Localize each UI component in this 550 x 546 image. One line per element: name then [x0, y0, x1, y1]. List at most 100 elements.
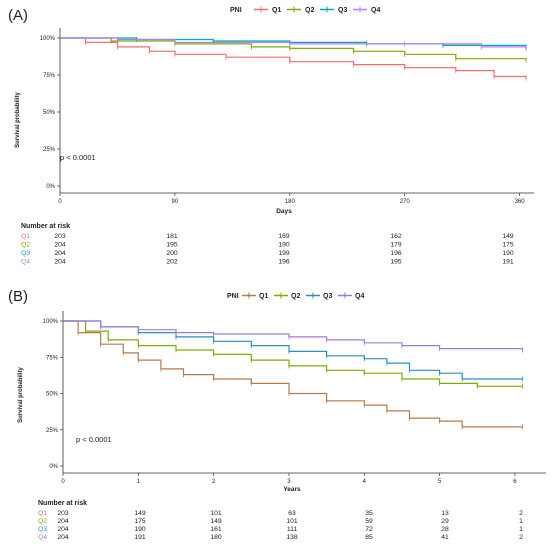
panel-a-risk-cell: 195 [390, 259, 402, 266]
panel-b-risk-cell: 149 [210, 518, 222, 525]
panel-a-risk-cell: 149 [502, 233, 514, 240]
panel-b-curves [63, 320, 524, 430]
panel-a-risk-cell: 175 [502, 242, 514, 249]
panel-b-risk-cell: 101 [210, 510, 222, 517]
panel-a-risk-cell: 199 [278, 250, 290, 257]
legend-item-q3: Q3 [306, 292, 332, 300]
panel-a-y-ticks: 0% 25% 50% 75% 100% [40, 36, 60, 190]
panel-a-risk-cell: 190 [278, 242, 290, 249]
panel-b-risk-cell: 72 [365, 526, 373, 533]
panel-a: (A) PNI Q1 Q2 Q3 Q4 [8, 6, 534, 266]
panel-a-risk-cell: 204 [54, 250, 66, 257]
panel-a-risk-cell: 196 [390, 250, 402, 257]
panel-a-x-ticks: 0 90 180 270 360 [58, 193, 525, 205]
panel-b-risk-cell: 191 [134, 534, 146, 541]
panel-a-x-tick-label: 0 [58, 199, 62, 205]
panel-b-risk-cell: 63 [288, 510, 296, 517]
panel-b-risk-cell: 59 [365, 518, 373, 525]
panel-b-x-axis-title: Years [283, 486, 301, 493]
panel-b-risk-cell: 204 [57, 518, 69, 525]
legend-label-q2: Q2 [305, 7, 314, 14]
panel-a-risk-group-q1: Q1 [21, 233, 30, 240]
panel-b-x-tick-label: 2 [212, 479, 216, 485]
legend-item-q2: Q2 [287, 6, 314, 14]
panel-b-y-ticks: 0% 25% 50% 75% 100% [43, 319, 63, 470]
panel-b-y-tick-label: 75% [46, 355, 59, 361]
panel-a-y-tick-label: 25% [43, 147, 56, 153]
panel-b-risk-cell: 85 [365, 534, 373, 541]
panel-b: (B) PNI Q1 Q2 Q3 Q4 [8, 288, 546, 541]
panel-a-curves [60, 36, 527, 81]
panel-a-risk-cell: 162 [390, 233, 402, 240]
panel-b-legend: PNI Q1 Q2 Q3 Q4 [227, 292, 364, 300]
panel-a-p-value: p < 0.0001 [60, 153, 96, 162]
panel-b-risk-cell: 41 [441, 534, 449, 541]
panel-a-y-tick-label: 0% [46, 184, 55, 190]
panel-b-x-tick-label: 3 [287, 479, 291, 485]
panel-b-x-ticks: 0 1 2 3 4 5 6 [61, 473, 517, 485]
panel-b-risk-cell: 13 [441, 510, 449, 517]
panel-b-risk-cell: 161 [210, 526, 222, 533]
panel-b-p-value: p < 0.0001 [76, 435, 112, 444]
panel-b-y-tick-label: 100% [43, 319, 59, 325]
panel-a-risk-group-q2: Q2 [21, 242, 30, 249]
panel-b-risk-group-q2: Q2 [38, 518, 47, 525]
panel-a-x-tick-label: 90 [172, 199, 179, 205]
legend-item-q4: Q4 [353, 6, 380, 14]
panel-a-risk-cell: 204 [54, 242, 66, 249]
panel-b-y-tick-label: 50% [46, 392, 59, 398]
panel-b-label: (B) [8, 288, 28, 305]
panel-a-risk-cell: 196 [278, 259, 290, 266]
legend-label-q4: Q4 [371, 7, 380, 14]
panel-a-y-tick-label: 50% [43, 110, 56, 116]
panel-b-risk-cell: 190 [134, 526, 146, 533]
legend-item-q1: Q1 [242, 292, 268, 300]
panel-a-label: (A) [8, 7, 28, 24]
panel-b-risk-cell: 1 [519, 526, 523, 533]
panel-b-y-tick-label: 25% [46, 428, 59, 434]
panel-b-legend-title: PNI [227, 293, 239, 300]
legend-label-q1: Q1 [259, 293, 268, 300]
panel-b-curve-q2 [63, 320, 523, 387]
panel-a-risk-cell: 202 [166, 259, 178, 266]
legend-item-q3: Q3 [320, 6, 347, 14]
panel-b-risk-cell: 204 [57, 534, 69, 541]
panel-b-y-axis-title: Survival probability [18, 366, 24, 422]
panel-b-x-tick-label: 4 [363, 479, 367, 485]
panel-b-risk-cell: 28 [441, 526, 449, 533]
panel-a-risk-cell: 169 [278, 233, 290, 240]
panel-b-risk-cell: 138 [286, 534, 298, 541]
legend-item-q2: Q2 [274, 292, 300, 300]
legend-item-q4: Q4 [338, 292, 364, 300]
panel-b-risk-cell: 29 [441, 518, 449, 525]
panel-b-risk-cell: 175 [134, 518, 146, 525]
panel-a-x-axis-title: Days [276, 208, 292, 215]
legend-label-q2: Q2 [291, 293, 300, 300]
panel-b-risk-group-q1: Q1 [38, 510, 47, 517]
panel-b-y-tick-label: 0% [49, 464, 58, 470]
panel-b-curve-q3 [63, 320, 523, 380]
panel-a-x-tick-label: 360 [515, 199, 526, 205]
panel-b-risk-cell: 204 [57, 526, 69, 533]
panel-b-x-tick-label: 1 [137, 479, 141, 485]
panel-b-risk-cell: 101 [286, 518, 298, 525]
panel-a-risk-cell: 181 [166, 233, 178, 240]
panel-b-risk-group-q3: Q3 [38, 526, 47, 533]
panel-a-risk-cell: 191 [502, 259, 514, 266]
panel-a-y-axis-title: Survival probability [15, 91, 21, 147]
panel-a-y-tick-label: 100% [40, 36, 56, 42]
panel-a-legend-title: PNI [230, 7, 242, 14]
legend-label-q1: Q1 [272, 7, 281, 14]
panel-a-risk-cell: 203 [54, 233, 66, 240]
panel-b-risk-cell: 203 [57, 510, 69, 517]
panel-b-curve-q4 [63, 320, 524, 350]
panel-b-risk-cell: 1 [519, 518, 523, 525]
panel-b-risk-cell: 111 [287, 526, 298, 533]
legend-item-q1: Q1 [254, 6, 281, 14]
panel-b-risk-group-q4: Q4 [38, 534, 47, 541]
panel-a-risk-cell: 195 [166, 242, 178, 249]
panel-b-risk-table: Q1 203 149 101 63 35 13 2Q2 204 175 149 101 59 29 1Q3 2… [38, 510, 523, 541]
panel-b-x-tick-label: 0 [61, 479, 65, 485]
